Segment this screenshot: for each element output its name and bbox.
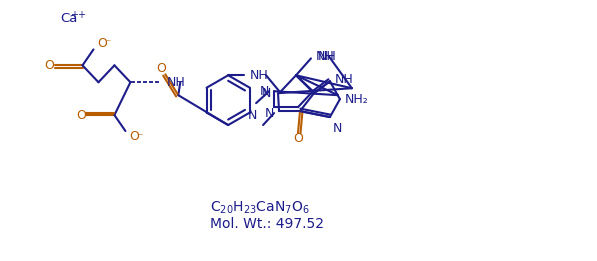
Text: Mol. Wt.: 497.52: Mol. Wt.: 497.52: [210, 217, 324, 230]
Text: NH: NH: [335, 73, 353, 86]
Text: NH: NH: [318, 50, 337, 63]
Text: ⁻: ⁻: [106, 38, 110, 49]
Text: O: O: [76, 109, 87, 122]
Text: N: N: [260, 85, 269, 98]
Text: NH₂: NH₂: [345, 93, 368, 106]
Text: NH: NH: [250, 69, 269, 82]
Text: O: O: [130, 130, 139, 144]
Text: O: O: [45, 59, 54, 72]
Text: C$_{20}$H$_{23}$CaN$_{7}$O$_{6}$: C$_{20}$H$_{23}$CaN$_{7}$O$_{6}$: [210, 199, 310, 216]
Text: ++: ++: [70, 10, 87, 20]
Text: N: N: [247, 109, 257, 122]
Text: N: N: [261, 87, 271, 100]
Text: ⁻: ⁻: [137, 132, 143, 142]
Text: N: N: [333, 122, 342, 135]
Text: Ca: Ca: [60, 12, 77, 25]
Text: NH: NH: [167, 76, 185, 89]
Text: O: O: [293, 132, 303, 145]
Text: O: O: [97, 37, 107, 50]
Text: NH: NH: [316, 50, 335, 63]
Text: O: O: [156, 62, 166, 75]
Text: N: N: [264, 106, 274, 120]
